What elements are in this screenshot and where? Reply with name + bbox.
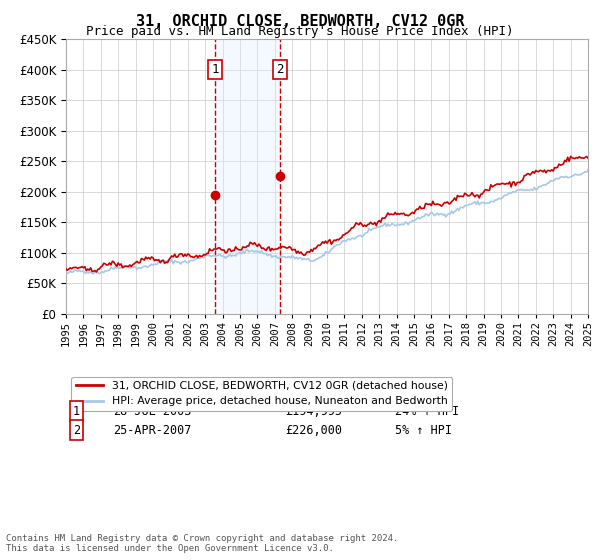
Text: 1: 1 (73, 404, 80, 418)
Text: £194,995: £194,995 (285, 404, 342, 418)
Legend: 31, ORCHID CLOSE, BEDWORTH, CV12 0GR (detached house), HPI: Average price, detac: 31, ORCHID CLOSE, BEDWORTH, CV12 0GR (de… (71, 377, 452, 410)
Text: 25-APR-2007: 25-APR-2007 (113, 424, 191, 437)
Text: 5% ↑ HPI: 5% ↑ HPI (395, 424, 452, 437)
Text: £226,000: £226,000 (285, 424, 342, 437)
Text: Price paid vs. HM Land Registry's House Price Index (HPI): Price paid vs. HM Land Registry's House … (86, 25, 514, 38)
Text: 2: 2 (73, 424, 80, 437)
Text: 24% ↑ HPI: 24% ↑ HPI (395, 404, 459, 418)
Text: Contains HM Land Registry data © Crown copyright and database right 2024.
This d: Contains HM Land Registry data © Crown c… (6, 534, 398, 553)
Text: 1: 1 (211, 63, 219, 76)
Text: 28-JUL-2003: 28-JUL-2003 (113, 404, 191, 418)
Text: 2: 2 (277, 63, 284, 76)
Bar (215, 39, 280, 314)
Text: 31, ORCHID CLOSE, BEDWORTH, CV12 0GR: 31, ORCHID CLOSE, BEDWORTH, CV12 0GR (136, 14, 464, 29)
